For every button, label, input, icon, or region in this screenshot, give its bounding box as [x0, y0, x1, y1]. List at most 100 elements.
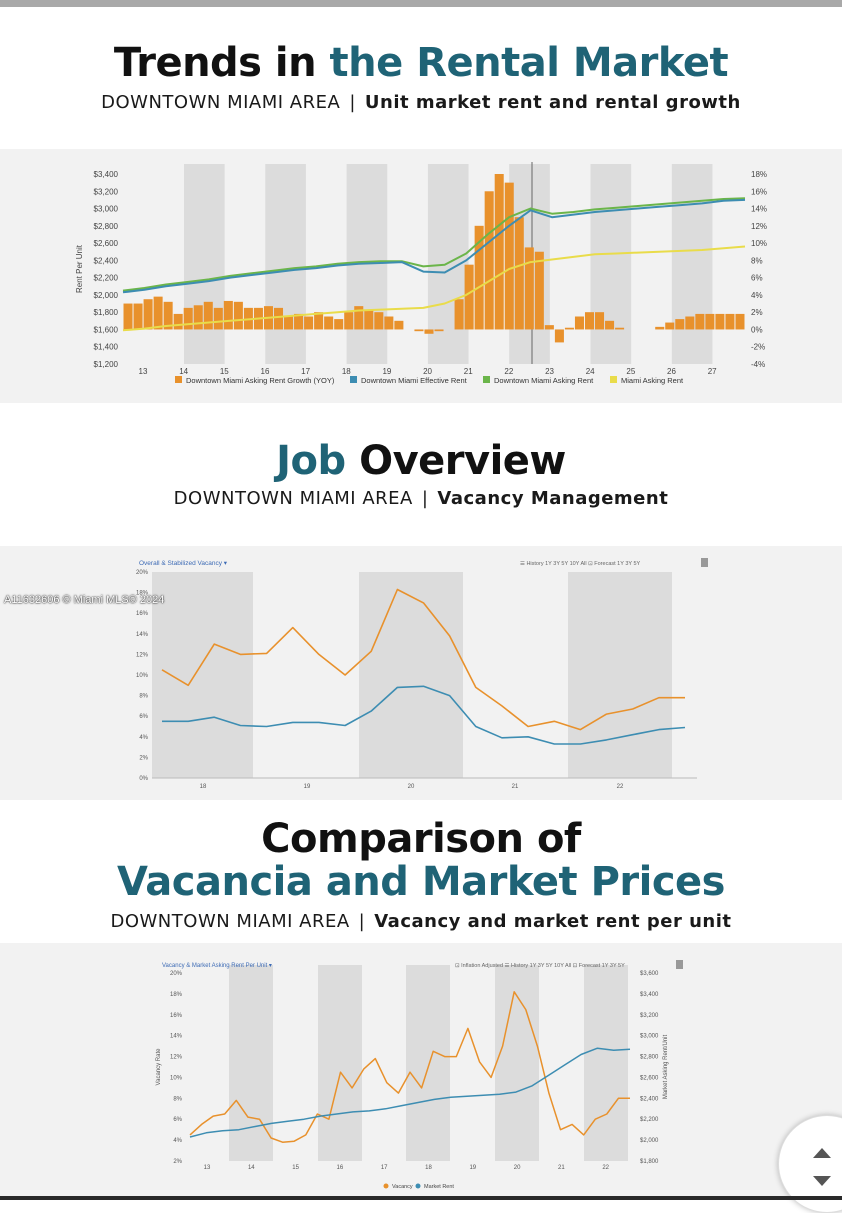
section-job-header: Job Overview DOWNTOWN MIAMI AREA | Vacancy… — [0, 436, 842, 509]
growth-bar — [123, 303, 133, 330]
y-left-tick: $1,400 — [94, 343, 119, 352]
year-band — [318, 965, 362, 1161]
y-tick: 0% — [139, 776, 148, 782]
growth-bar — [484, 191, 494, 330]
comparison-chart: Vacancy & Market Asking Rent Per Unit ▾ ⊡… — [156, 960, 683, 1190]
y-right-tick: -2% — [751, 343, 765, 352]
growth-bar — [595, 312, 605, 330]
rental-chart: $1,200 $1,400 $1,600 $1,800 $2,000 $2,200 $2,4… — [75, 162, 767, 385]
legend-swatch — [415, 1183, 421, 1189]
x-tick: 23 — [545, 367, 554, 376]
x-tick: 22 — [617, 784, 624, 790]
y-right-tick: $3,600 — [640, 971, 659, 977]
growth-bar — [133, 303, 143, 330]
job-area: DOWNTOWN MIAMI AREA — [173, 488, 413, 509]
growth-bar — [695, 313, 705, 330]
growth-bar — [655, 326, 665, 330]
vacancy-chart-panel: Overall & Stabilized Vacancy ▾ ☰ History … — [0, 546, 842, 800]
growth-bar — [273, 307, 284, 330]
growth-bar — [173, 313, 183, 330]
comparison-separator: | — [358, 911, 366, 932]
legend-label: Downtown Miami Asking Rent Growth (YOY) — [186, 376, 335, 385]
legend-label: Downtown Miami Asking Rent — [494, 376, 594, 385]
y-right-tick: $2,400 — [640, 1096, 659, 1102]
legend-swatch — [483, 376, 490, 383]
growth-bar — [233, 301, 243, 330]
y-left-tick: 12% — [170, 1055, 183, 1061]
y-left-tick: $2,800 — [94, 222, 119, 231]
growth-bar — [534, 251, 544, 330]
growth-bar — [344, 312, 354, 330]
growth-bar — [384, 316, 394, 330]
growth-bar — [153, 296, 163, 330]
growth-bar — [474, 225, 484, 330]
job-subtitle: DOWNTOWN MIAMI AREA | Vacancy Management — [0, 488, 842, 509]
x-tick: 25 — [626, 367, 635, 376]
year-band — [183, 164, 225, 364]
stabilized-vacancy-line — [162, 685, 686, 745]
y-tick: 20% — [136, 570, 149, 576]
rental-subtitle: DOWNTOWN MIAMI AREA | Unit market rent and… — [0, 92, 842, 113]
growth-bar — [183, 307, 193, 330]
market-rent-line — [189, 1047, 631, 1138]
y-tick: 18% — [136, 591, 149, 597]
y-right-tick: $2,800 — [640, 1055, 659, 1061]
growth-bar — [675, 319, 685, 330]
y-left-tick: $2,200 — [94, 274, 119, 283]
chart-controls: ⊡ Inflation Adjusted ☰ History 1Y 3Y 5Y … — [455, 962, 625, 969]
x-tick: 16 — [337, 1165, 344, 1171]
scroll-up-icon[interactable] — [813, 1148, 831, 1158]
year-band — [568, 572, 672, 778]
y-right-tick: 16% — [751, 187, 767, 196]
scroll-down-icon[interactable] — [813, 1176, 831, 1186]
asking-rent-line — [122, 197, 746, 292]
growth-bar — [605, 320, 615, 330]
y-left-tick: 6% — [173, 1117, 182, 1123]
settings-icon — [701, 558, 708, 567]
year-band — [671, 164, 713, 364]
y-right-tick: 2% — [751, 308, 763, 317]
y-right-label: Market Asking Rent/Unit — [663, 1034, 669, 1099]
x-tick: 21 — [558, 1165, 565, 1171]
growth-bar — [163, 301, 173, 330]
y-right-tick: -4% — [751, 360, 765, 369]
growth-bar — [324, 316, 334, 330]
chart-title: Vacancy & Market Asking Rent Per Unit ▾ — [162, 963, 272, 969]
legend-label: Downtown Miami Effective Rent — [361, 376, 468, 385]
y-right-tick: 0% — [751, 325, 763, 334]
growth-bar — [615, 327, 625, 330]
growth-bar — [574, 316, 584, 330]
rental-area: DOWNTOWN MIAMI AREA — [101, 92, 341, 113]
growth-bar — [715, 313, 725, 330]
y-tick: 14% — [136, 632, 149, 638]
legend-swatch — [350, 376, 357, 383]
growth-bar — [143, 299, 153, 330]
x-tick: 24 — [586, 367, 595, 376]
legend-label: Market Rent — [424, 1184, 454, 1190]
y-left-tick: 16% — [170, 1013, 183, 1019]
y-right-tick: 18% — [751, 170, 767, 179]
x-tick: 19 — [304, 784, 311, 790]
legend-swatch — [383, 1183, 389, 1189]
x-tick: 21 — [512, 784, 519, 790]
y-left-tick: 2% — [173, 1159, 182, 1165]
year-band — [427, 164, 469, 364]
y-left-tick: 4% — [173, 1138, 182, 1144]
x-tick: 20 — [423, 367, 432, 376]
y-tick: 10% — [136, 673, 149, 679]
x-tick: 14 — [179, 367, 188, 376]
x-tick: 18 — [342, 367, 351, 376]
y-left-tick: 10% — [170, 1075, 183, 1081]
growth-bar — [213, 307, 223, 330]
year-band — [590, 164, 632, 364]
growth-bar — [735, 313, 745, 330]
growth-bar — [584, 312, 595, 330]
growth-bar — [334, 319, 344, 330]
year-band — [265, 164, 306, 364]
y-left-tick: $1,600 — [94, 325, 119, 334]
growth-bar — [424, 329, 434, 334]
y-tick: 12% — [136, 652, 149, 658]
y-left-tick: $3,200 — [94, 187, 119, 196]
legend-swatch — [175, 376, 182, 383]
growth-bar — [494, 174, 504, 330]
